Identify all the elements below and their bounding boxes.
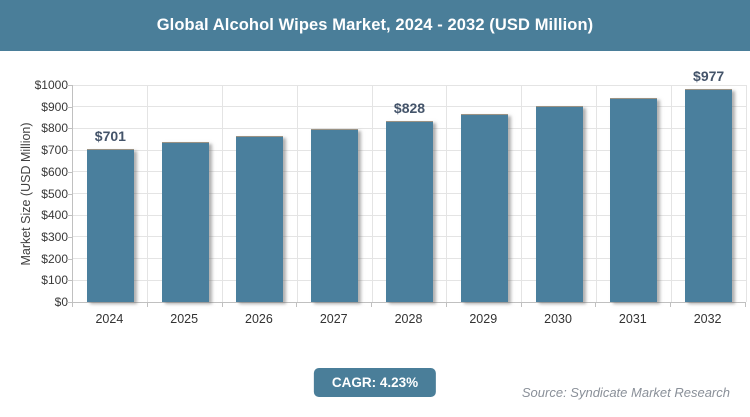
bar-value-label: $828: [393, 100, 426, 117]
chart-title: Global Alcohol Wipes Market, 2024 - 2032…: [156, 16, 594, 34]
bar-2029: [460, 113, 508, 302]
x-tick-label-2024: 2024: [95, 312, 124, 326]
vertical-gridline: [670, 85, 672, 302]
cagr-badge: CAGR: 4.23%: [313, 368, 437, 397]
x-tick-label-2028: 2028: [394, 312, 423, 326]
plot-area: $701 $828 $977: [72, 68, 747, 303]
y-tick-label: $800: [41, 121, 68, 136]
x-tick-label-2032: 2032: [693, 312, 722, 326]
y-tick-label: $1000: [34, 78, 68, 92]
y-axis-tick: [67, 150, 72, 152]
y-axis-tick: [67, 85, 72, 86]
bar-2025: [161, 142, 209, 302]
vertical-gridline: [147, 85, 149, 302]
y-axis-tick: [67, 215, 72, 217]
y-axis-tick: [67, 236, 72, 238]
vertical-gridline: [222, 85, 224, 302]
x-tick-label-2026: 2026: [245, 312, 273, 326]
x-axis-tick: [146, 303, 148, 307]
x-axis-tick: [670, 303, 672, 307]
vertical-gridline: [296, 85, 298, 302]
y-axis-tick: [67, 258, 72, 260]
y-axis-tick: [67, 128, 72, 130]
vertical-gridline: [371, 85, 373, 302]
bar-2032: [685, 89, 733, 302]
x-axis-tick: [595, 303, 597, 307]
y-tick-label: $500: [41, 186, 68, 201]
source-text: Source: Syndicate Market Research: [521, 385, 730, 400]
y-tick-label: $300: [41, 229, 68, 244]
x-tick-label-2029: 2029: [469, 312, 498, 326]
bar-value-label: $977: [693, 68, 725, 84]
x-axis-tick: [221, 303, 223, 307]
x-tick-label-2031: 2031: [618, 312, 647, 326]
y-tick-label: $200: [41, 251, 68, 266]
x-axis-tick: [520, 303, 522, 307]
y-tick-label: $600: [41, 164, 68, 179]
y-axis-tick: [67, 280, 72, 282]
x-axis-tick: [371, 303, 373, 307]
vertical-gridline: [521, 85, 523, 302]
y-axis-tick: [67, 193, 72, 195]
y-tick-label: $100: [41, 273, 68, 288]
x-tick-label-2030: 2030: [544, 312, 572, 326]
y-axis-tick: [67, 106, 72, 108]
x-tick-label-2025: 2025: [170, 312, 199, 326]
y-tick-label: $900: [41, 99, 68, 114]
horizontal-gridline: [73, 106, 746, 108]
chart-title-bar: Global Alcohol Wipes Market, 2024 - 2032…: [0, 0, 750, 51]
y-axis-tick: [67, 302, 72, 303]
y-tick-label: $700: [41, 143, 68, 158]
bar-value-label: $701: [94, 127, 126, 144]
x-axis-tick: [445, 303, 447, 307]
vertical-gridline: [446, 85, 448, 302]
y-tick-label: $400: [41, 208, 68, 223]
y-axis-tick: [67, 171, 72, 173]
bar-2026: [236, 135, 284, 302]
x-tick-label-2027: 2027: [319, 312, 348, 326]
x-axis-tick: [745, 303, 746, 307]
bar-2027: [311, 128, 359, 302]
x-axis-tick: [296, 303, 298, 307]
y-tick-label: $0: [54, 295, 68, 309]
bar-2024: [86, 148, 134, 302]
vertical-gridline: [595, 85, 597, 302]
bar-2030: [535, 105, 583, 302]
horizontal-gridline: [73, 84, 746, 86]
bar-2028: [386, 121, 433, 302]
vertical-gridline: [745, 85, 747, 302]
x-axis-tick: [72, 303, 73, 307]
bar-2031: [610, 97, 658, 302]
